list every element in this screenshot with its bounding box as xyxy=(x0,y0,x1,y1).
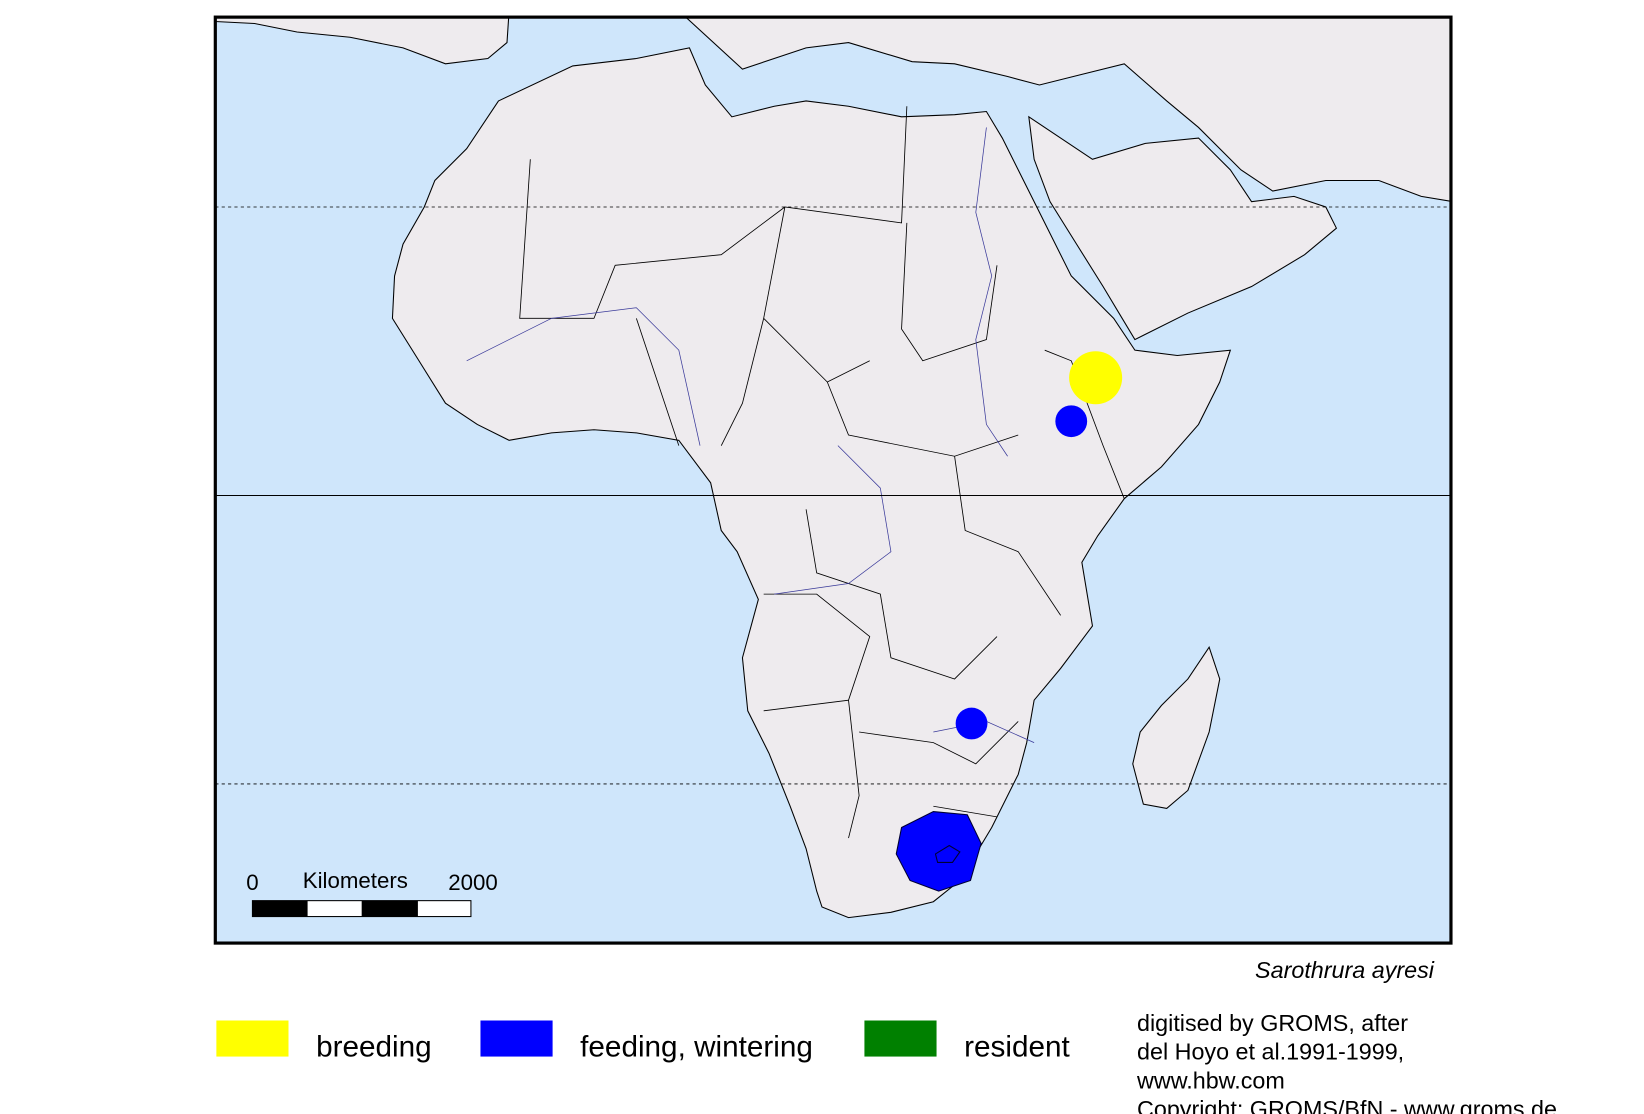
legend: breeding feeding, wintering resident xyxy=(216,1020,1070,1064)
map-content xyxy=(215,17,1451,919)
range-feeding xyxy=(895,811,982,892)
rivers xyxy=(466,127,1035,743)
africa xyxy=(391,47,1232,919)
scale-segment xyxy=(361,900,418,917)
range-feeding xyxy=(955,707,988,740)
scale-bar: 0 Kilometers 2000 xyxy=(246,868,498,918)
credit-line: www.hbw.com xyxy=(1136,1067,1285,1093)
scale-unit: Kilometers xyxy=(303,868,408,893)
legend-swatch xyxy=(216,1020,289,1057)
madagascar xyxy=(1132,645,1221,809)
europe-asia xyxy=(684,17,1451,202)
legend-label: breeding xyxy=(316,1031,432,1064)
lesotho-border xyxy=(934,844,961,863)
legend-label: resident xyxy=(964,1031,1070,1064)
country-borders xyxy=(519,106,1125,839)
legend-swatch xyxy=(864,1020,937,1057)
species-name: Sarothrura ayresi xyxy=(1255,957,1435,983)
credit-line: digitised by GROMS, after xyxy=(1137,1010,1408,1036)
scale-end: 2000 xyxy=(448,870,498,895)
range-feeding xyxy=(1055,405,1088,438)
scale-start: 0 xyxy=(246,870,258,895)
arabia xyxy=(1028,115,1338,341)
legend-swatch xyxy=(480,1020,553,1057)
credit-line: del Hoyo et al.1991-1999, xyxy=(1137,1039,1404,1065)
credit-line: Copyright: GROMS/BfN - www.groms.de xyxy=(1137,1096,1557,1114)
range-breeding xyxy=(1069,351,1123,405)
credits: digitised by GROMS, after del Hoyo et al.… xyxy=(1136,1010,1557,1114)
iberia xyxy=(215,17,510,65)
map-frame xyxy=(213,15,1453,945)
legend-label: feeding, wintering xyxy=(580,1031,813,1064)
scale-segment xyxy=(252,900,308,917)
